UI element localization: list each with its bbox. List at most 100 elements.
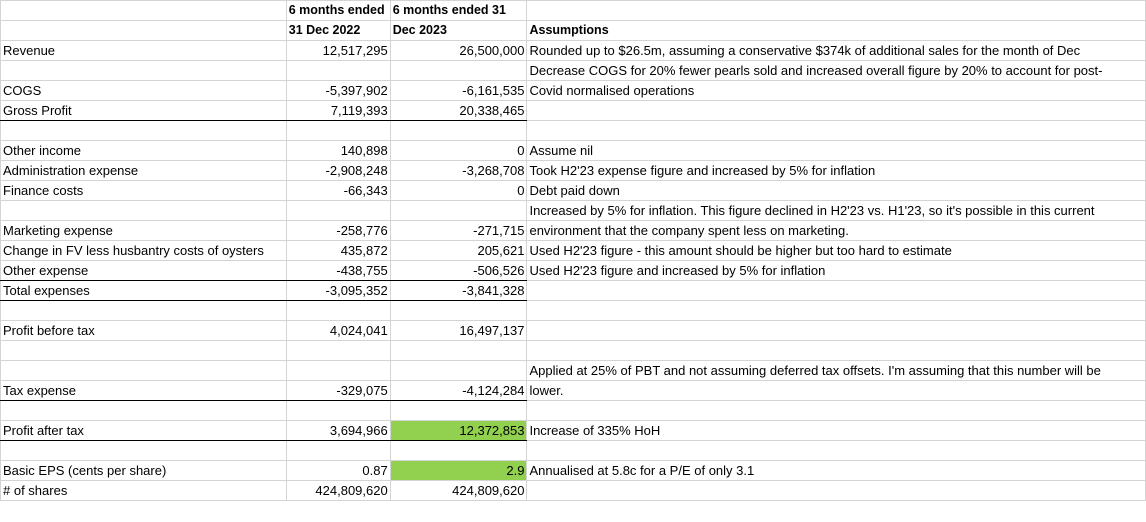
value-h1[interactable]: 435,872 <box>285 240 391 261</box>
assumption-note[interactable]: Debt paid down <box>526 180 1146 201</box>
cell[interactable] <box>389 440 528 461</box>
cell[interactable] <box>0 400 287 421</box>
cell[interactable] <box>0 20 287 41</box>
value-h2[interactable]: 16,497,137 <box>389 320 528 341</box>
value-h1[interactable]: -438,755 <box>285 260 391 281</box>
row-label[interactable]: Administration expense <box>0 160 287 181</box>
cell[interactable] <box>0 360 287 381</box>
value-h2[interactable]: 205,621 <box>389 240 528 261</box>
header-h1-line1[interactable]: 6 months ended <box>285 0 391 21</box>
value-h2[interactable]: 20,338,465 <box>389 100 528 121</box>
row-label[interactable]: Gross Profit <box>0 100 287 121</box>
cell[interactable] <box>526 0 1146 21</box>
value-h2[interactable]: 26,500,000 <box>389 40 528 61</box>
value-h1[interactable]: -66,343 <box>285 180 391 201</box>
assumption-note[interactable]: environment that the company spent less … <box>526 220 1146 241</box>
value-h2[interactable]: 0 <box>389 140 528 161</box>
value-h2[interactable]: -506,526 <box>389 260 528 281</box>
cell[interactable] <box>285 340 391 361</box>
cell[interactable] <box>526 280 1146 301</box>
cell[interactable] <box>389 340 528 361</box>
assumption-note[interactable]: Decrease COGS for 20% fewer pearls sold … <box>526 60 1146 81</box>
cell[interactable] <box>0 0 287 21</box>
value-h2[interactable]: -3,841,328 <box>389 280 528 301</box>
value-h2[interactable]: 424,809,620 <box>389 480 528 501</box>
assumption-note[interactable]: Covid normalised operations <box>526 80 1146 101</box>
cell[interactable] <box>0 300 287 321</box>
row-label[interactable]: Profit before tax <box>0 320 287 341</box>
cell[interactable] <box>285 60 391 81</box>
value-h1[interactable]: 4,024,041 <box>285 320 391 341</box>
cell[interactable] <box>526 480 1146 501</box>
assumption-note[interactable]: Increased by 5% for inflation. This figu… <box>526 200 1146 221</box>
row-label[interactable]: Revenue <box>0 40 287 61</box>
value-h1[interactable]: -5,397,902 <box>285 80 391 101</box>
cell[interactable] <box>389 400 528 421</box>
row-label[interactable]: # of shares <box>0 480 287 501</box>
row-label[interactable]: Total expenses <box>0 280 287 301</box>
value-h1[interactable]: 424,809,620 <box>285 480 391 501</box>
header-h2-line1[interactable]: 6 months ended 31 <box>389 0 528 21</box>
assumption-note[interactable]: Assume nil <box>526 140 1146 161</box>
value-h1[interactable]: 7,119,393 <box>285 100 391 121</box>
value-h1[interactable]: 0.87 <box>285 460 391 481</box>
cell[interactable] <box>389 300 528 321</box>
row-label[interactable]: Profit after tax <box>0 420 287 441</box>
header-h1-line2[interactable]: 31 Dec 2022 <box>285 20 391 41</box>
cell[interactable] <box>0 440 287 461</box>
assumption-note[interactable]: Took H2'23 expense figure and increased … <box>526 160 1146 181</box>
cell[interactable] <box>389 60 528 81</box>
cell[interactable] <box>285 400 391 421</box>
assumption-note[interactable]: Annualised at 5.8c for a P/E of only 3.1 <box>526 460 1146 481</box>
row-label[interactable]: Other income <box>0 140 287 161</box>
value-h1[interactable]: 12,517,295 <box>285 40 391 61</box>
cell[interactable] <box>285 120 391 141</box>
cell[interactable] <box>285 360 391 381</box>
value-h1[interactable]: -258,776 <box>285 220 391 241</box>
cell[interactable] <box>0 200 287 221</box>
assumption-note[interactable]: Applied at 25% of PBT and not assuming d… <box>526 360 1146 381</box>
cell[interactable] <box>0 60 287 81</box>
assumption-note[interactable]: Used H2'23 figure - this amount should b… <box>526 240 1146 261</box>
cell[interactable] <box>526 120 1146 141</box>
assumption-note[interactable]: Used H2'23 figure and increased by 5% fo… <box>526 260 1146 281</box>
value-h2-highlighted[interactable]: 2.9 <box>389 460 528 481</box>
row-label[interactable]: Tax expense <box>0 380 287 401</box>
value-h2[interactable]: -271,715 <box>389 220 528 241</box>
value-h2[interactable]: -6,161,535 <box>389 80 528 101</box>
cell[interactable] <box>526 300 1146 321</box>
cell[interactable] <box>526 400 1146 421</box>
cell[interactable] <box>526 440 1146 461</box>
cell[interactable] <box>0 340 287 361</box>
row-label[interactable]: Change in FV less husbantry costs of oys… <box>0 240 287 261</box>
value-h1[interactable]: -3,095,352 <box>285 280 391 301</box>
value-h1[interactable]: -329,075 <box>285 380 391 401</box>
assumption-note[interactable]: Rounded up to $26.5m, assuming a conserv… <box>526 40 1146 61</box>
row-label[interactable]: Other expense <box>0 260 287 281</box>
cell[interactable] <box>389 120 528 141</box>
row-label[interactable]: Basic EPS (cents per share) <box>0 460 287 481</box>
value-h1[interactable]: 3,694,966 <box>285 420 391 441</box>
cell[interactable] <box>526 320 1146 341</box>
cell[interactable] <box>285 200 391 221</box>
cell[interactable] <box>526 100 1146 121</box>
cell[interactable] <box>389 200 528 221</box>
cell[interactable] <box>526 340 1146 361</box>
assumption-note[interactable]: Increase of 335% HoH <box>526 420 1146 441</box>
cell[interactable] <box>0 120 287 141</box>
value-h2-highlighted[interactable]: 12,372,853 <box>389 420 528 441</box>
value-h2[interactable]: -4,124,284 <box>389 380 528 401</box>
row-label[interactable]: Marketing expense <box>0 220 287 241</box>
cell[interactable] <box>285 440 391 461</box>
value-h2[interactable]: 0 <box>389 180 528 201</box>
header-assumptions[interactable]: Assumptions <box>526 20 1146 41</box>
value-h1[interactable]: 140,898 <box>285 140 391 161</box>
cell[interactable] <box>389 360 528 381</box>
row-label[interactable]: Finance costs <box>0 180 287 201</box>
header-h2-line2[interactable]: Dec 2023 <box>389 20 528 41</box>
value-h1[interactable]: -2,908,248 <box>285 160 391 181</box>
value-h2[interactable]: -3,268,708 <box>389 160 528 181</box>
cell[interactable] <box>285 300 391 321</box>
assumption-note[interactable]: lower. <box>526 380 1146 401</box>
row-label[interactable]: COGS <box>0 80 287 101</box>
